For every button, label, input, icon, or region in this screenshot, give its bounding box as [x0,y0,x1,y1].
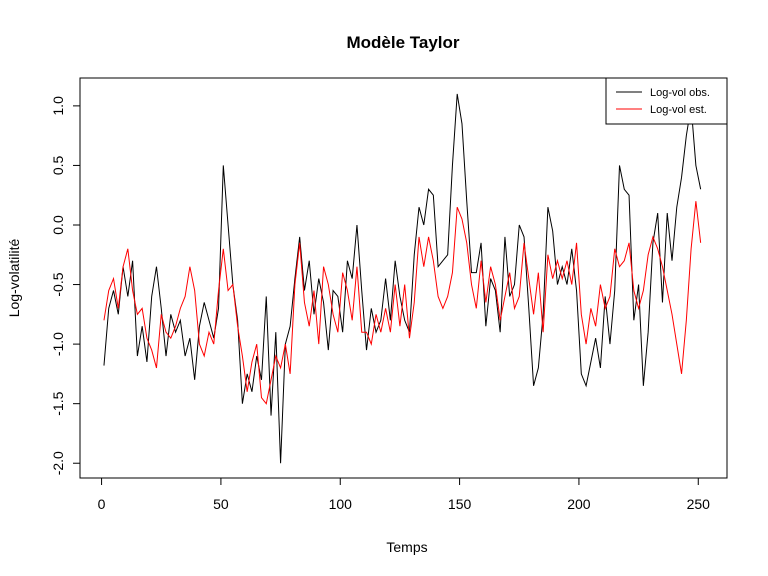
legend-box [605,77,728,125]
x-tick-label: 0 [98,496,106,512]
y-tick-label: -2.0 [50,451,66,475]
series-line [103,93,702,464]
y-tick-label: 0.5 [50,155,66,175]
plot-frame [79,77,728,479]
y-axis-label: Log-volatilité [6,238,22,317]
series-line [103,201,702,405]
x-tick-label: 150 [448,496,472,512]
x-tick-label: 250 [687,496,711,512]
y-tick-label: -1.5 [50,391,66,415]
y-tick-label: -0.5 [50,272,66,296]
y-tick-label: 0.0 [50,215,66,235]
chart-title: Modèle Taylor [346,33,459,52]
y-tick-label: -1.0 [50,332,66,356]
x-axis-label: Temps [386,539,427,555]
legend-label: Log-vol obs. [650,87,710,99]
y-tick-label: 1.0 [50,96,66,116]
x-tick-label: 100 [329,496,353,512]
legend-label: Log-vol est. [650,104,707,116]
x-tick-label: 200 [567,496,591,512]
x-tick-label: 50 [213,496,229,512]
